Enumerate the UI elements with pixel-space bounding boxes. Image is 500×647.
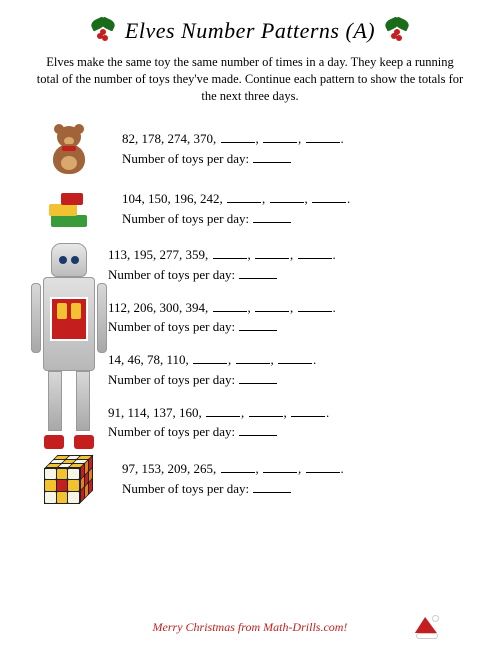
answer-blank[interactable] <box>255 300 289 312</box>
santa-hat-icon <box>414 617 440 639</box>
answer-blank[interactable] <box>255 248 289 260</box>
answer-blank[interactable] <box>278 353 312 365</box>
problem-row: 82, 178, 274, 370, , , . Number of toys … <box>30 119 470 179</box>
rubiks-cube-icon <box>30 454 108 504</box>
answer-blank[interactable] <box>306 461 340 473</box>
per-day-label: Number of toys per day: <box>108 267 235 282</box>
answer-blank[interactable] <box>312 191 346 203</box>
instructions-text: Elves make the same toy the same number … <box>30 54 470 105</box>
holly-icon <box>89 19 117 43</box>
holly-icon <box>383 19 411 43</box>
problems-list: 82, 178, 274, 370, , , . Number of toys … <box>30 119 470 509</box>
robot-icon <box>30 239 108 449</box>
answer-blank[interactable] <box>263 131 297 143</box>
answer-blank[interactable] <box>253 211 291 223</box>
answer-blank[interactable] <box>263 461 297 473</box>
problem-row: 104, 150, 196, 242, , , . Number of toys… <box>30 179 470 239</box>
lego-blocks-icon <box>30 191 108 227</box>
answer-blank[interactable] <box>239 425 277 437</box>
answer-blank[interactable] <box>206 405 240 417</box>
per-day-label: Number of toys per day: <box>108 319 235 334</box>
answer-blank[interactable] <box>236 353 270 365</box>
problem-text: 104, 150, 196, 242, , , . Number of toys… <box>122 189 350 228</box>
teddy-bear-icon <box>30 124 108 174</box>
answer-blank[interactable] <box>298 248 332 260</box>
answer-blank[interactable] <box>253 151 291 163</box>
answer-blank[interactable] <box>193 353 227 365</box>
sequence-given: 91, 114, 137, 160 <box>108 405 199 420</box>
answer-blank[interactable] <box>298 300 332 312</box>
answer-blank[interactable] <box>239 320 277 332</box>
problem-text: 82, 178, 274, 370, , , . Number of toys … <box>122 129 344 168</box>
answer-blank[interactable] <box>291 405 325 417</box>
per-day-label: Number of toys per day: <box>122 151 249 166</box>
sequence-given: 14, 46, 78, 110 <box>108 352 186 367</box>
sequence-given: 97, 153, 209, 265 <box>122 461 213 476</box>
problem-text: 97, 153, 209, 265, , , . Number of toys … <box>122 459 344 498</box>
problem-text: 91, 114, 137, 160, , , . Number of toys … <box>108 403 336 442</box>
problem-text: 14, 46, 78, 110, , , . Number of toys pe… <box>108 350 336 389</box>
problem-text: 112, 206, 300, 394, , , . Number of toys… <box>108 298 336 337</box>
answer-blank[interactable] <box>249 405 283 417</box>
sequence-given: 82, 178, 274, 370 <box>122 131 213 146</box>
answer-blank[interactable] <box>239 372 277 384</box>
sequence-given: 113, 195, 277, 359 <box>108 247 205 262</box>
problem-text: 113, 195, 277, 359, , , . Number of toys… <box>108 245 336 284</box>
per-day-label: Number of toys per day: <box>108 424 235 439</box>
answer-blank[interactable] <box>221 461 255 473</box>
page-title: Elves Number Patterns (A) <box>125 18 375 44</box>
problem-row: 97, 153, 209, 265, , , . Number of toys … <box>30 449 470 509</box>
per-day-label: Number of toys per day: <box>108 372 235 387</box>
answer-blank[interactable] <box>221 131 255 143</box>
answer-blank[interactable] <box>239 267 277 279</box>
answer-blank[interactable] <box>213 248 247 260</box>
robot-problem-group: 113, 195, 277, 359, , , . Number of toys… <box>30 239 470 449</box>
worksheet-header: Elves Number Patterns (A) <box>30 18 470 44</box>
per-day-label: Number of toys per day: <box>122 481 249 496</box>
answer-blank[interactable] <box>270 191 304 203</box>
sequence-given: 112, 206, 300, 394 <box>108 300 205 315</box>
answer-blank[interactable] <box>213 300 247 312</box>
sequence-given: 104, 150, 196, 242 <box>122 191 220 206</box>
per-day-label: Number of toys per day: <box>122 211 249 226</box>
answer-blank[interactable] <box>227 191 261 203</box>
answer-blank[interactable] <box>253 481 291 493</box>
answer-blank[interactable] <box>306 131 340 143</box>
